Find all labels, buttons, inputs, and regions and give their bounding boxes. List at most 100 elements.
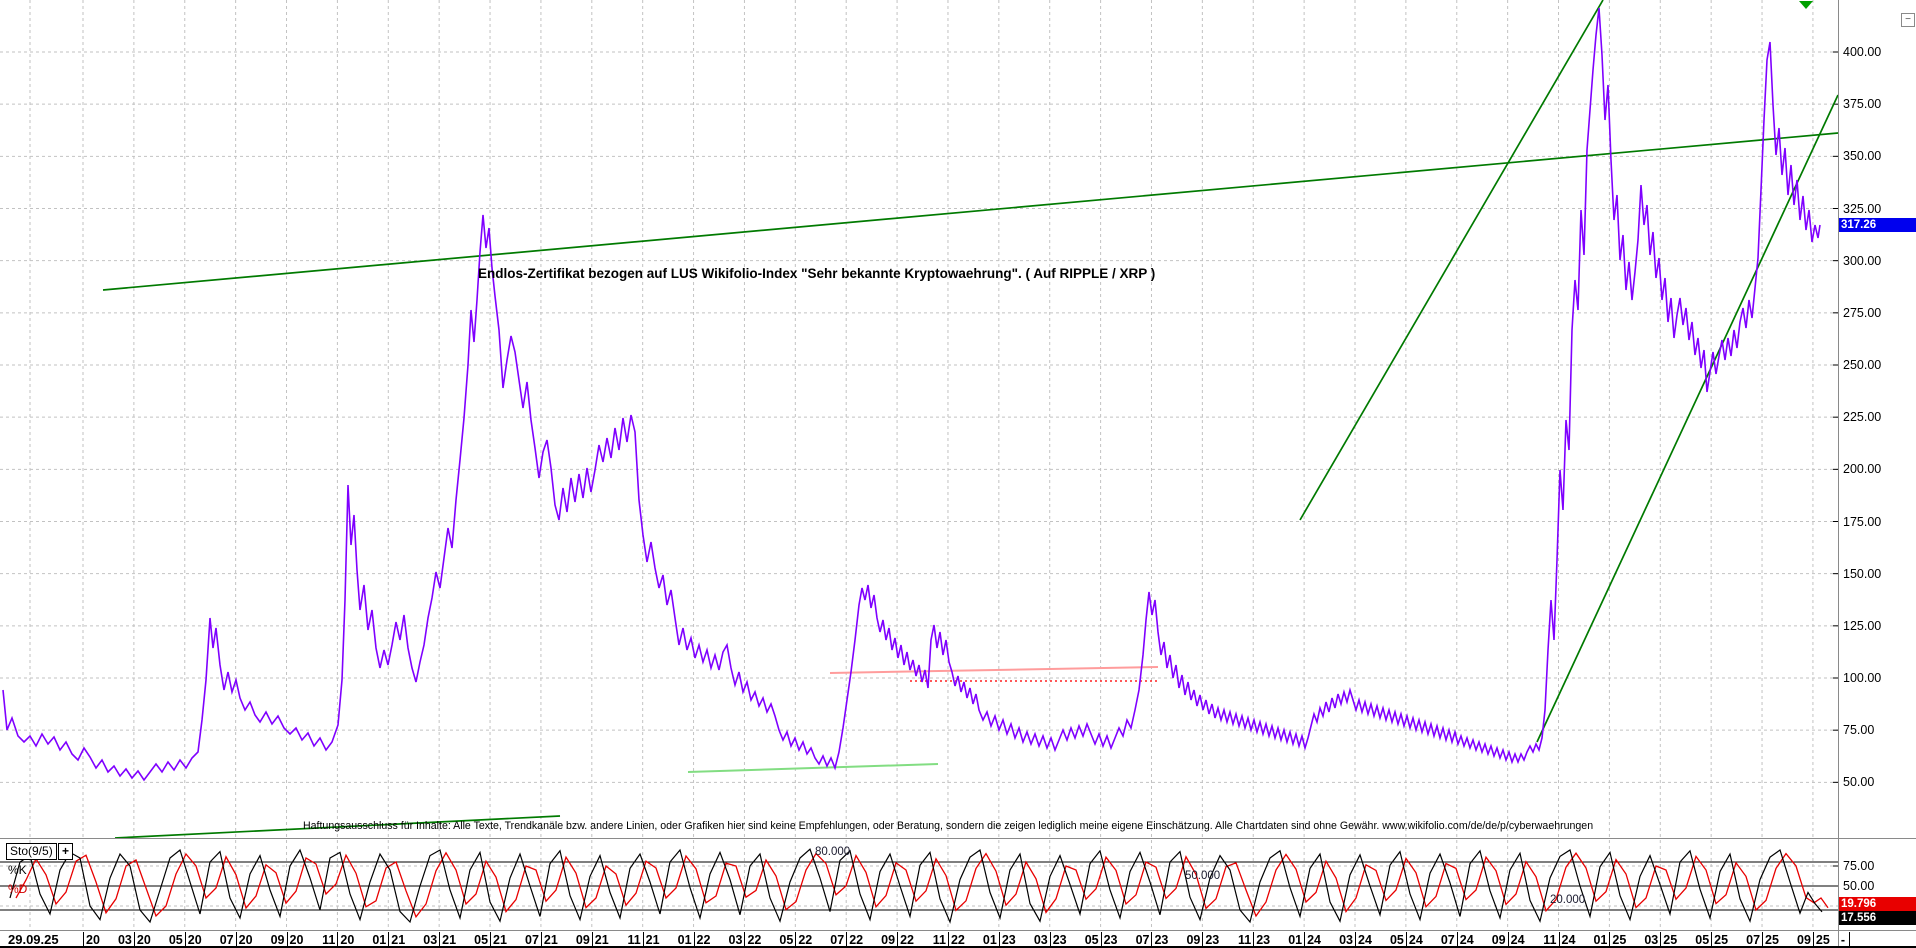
date-tick: [998, 932, 1000, 947]
sto-level-label: 80.000: [815, 846, 851, 858]
date-last-label: -: [1840, 933, 1845, 947]
date-month-label: 11: [1543, 933, 1557, 947]
date-tick: [591, 932, 593, 947]
date-axis-start-label: 29.09.25: [8, 932, 59, 947]
date-tick: [795, 932, 797, 947]
disclaimer-text: Haftungsausschluss für Inhalte: Alle Tex…: [303, 820, 1594, 832]
price-axis-label: 225.00: [1843, 410, 1882, 425]
date-month-label: 05: [1695, 933, 1710, 947]
date-month-label: 07: [1746, 933, 1761, 947]
date-month-label: 09: [1797, 933, 1811, 947]
date-year-label: 21: [594, 933, 609, 947]
panel-divider: [0, 838, 1916, 839]
date-tick: [286, 932, 288, 947]
date-year-label: 25: [1815, 933, 1830, 947]
price-axis-label: 175.00: [1843, 514, 1882, 529]
date-tick: [1253, 932, 1255, 947]
stoch-d-label: %D: [8, 882, 28, 896]
price-axis-label: 125.00: [1843, 618, 1882, 633]
date-tick: [439, 932, 441, 947]
date-month-label: 09: [1491, 933, 1506, 947]
date-month-label: 05: [474, 933, 489, 947]
date-month-label: 03: [117, 933, 132, 947]
minimize-button[interactable]: −: [1901, 13, 1915, 27]
date-tick: [1849, 932, 1850, 947]
date-tick: [1558, 932, 1560, 947]
date-month-label: 11: [1238, 933, 1252, 947]
date-tick: [1711, 932, 1713, 947]
date-month-label: 09: [575, 933, 590, 947]
date-month-label: 07: [1135, 933, 1150, 947]
date-year-label: 24: [1408, 933, 1423, 947]
sto-level-label: 20.000: [1550, 894, 1586, 906]
date-tick: [1202, 932, 1204, 947]
indicator-add-button[interactable]: +: [58, 843, 73, 860]
steep-trendline-peak: [1299, 0, 1604, 521]
date-year-label: 22: [950, 933, 965, 947]
date-tick: [388, 932, 390, 947]
date-year-label: 22: [849, 933, 864, 947]
chart-title: Endlos-Zertifikat bezogen auf LUS Wikifo…: [478, 266, 1156, 281]
date-tick: [83, 932, 84, 947]
date-year-label: 20: [289, 933, 304, 947]
price-axis-label: 375.00: [1843, 97, 1882, 112]
date-tick: [744, 932, 746, 947]
date-year-label: 25: [1663, 933, 1678, 947]
date-tick: [1762, 932, 1764, 947]
date-year-label: 22: [900, 933, 914, 947]
date-tick: [693, 932, 695, 947]
date-tick: [897, 932, 899, 947]
date-year-label: 20: [238, 933, 253, 947]
date-month-label: 07: [525, 933, 539, 947]
date-month-label: 07: [219, 933, 234, 947]
date-year-label: 25: [1765, 933, 1779, 947]
date-tick: [1456, 932, 1458, 947]
indicator-label[interactable]: Sto(9/5): [6, 843, 57, 860]
price-axis-label: 250.00: [1843, 358, 1882, 372]
price-axis-label: 400.00: [1843, 45, 1882, 59]
date-year-label: 23: [1154, 933, 1169, 947]
date-tick: [133, 932, 135, 947]
upper-channel-trendline: [102, 132, 1839, 291]
date-month-label: 09: [881, 933, 896, 947]
date-tick: [490, 932, 492, 947]
date-month-label: 05: [168, 933, 183, 947]
date-tick: [1812, 932, 1814, 947]
price-axis-label: 100.00: [1843, 671, 1882, 685]
date-year-label: 20: [340, 933, 355, 947]
date-tick: [235, 932, 237, 947]
sto-axis-label: 75.00: [1843, 859, 1875, 873]
support-segment-pale: [687, 763, 939, 773]
date-month-label: 11: [627, 933, 641, 947]
date-year-label: 22: [798, 933, 813, 947]
right-axis-line: [1838, 0, 1839, 948]
date-month-label: 03: [423, 933, 438, 947]
price-axis-label: 300.00: [1843, 253, 1882, 268]
date-year-label: 23: [1205, 933, 1220, 947]
date-year-label: 21: [543, 933, 558, 947]
date-month-label: 09: [1186, 933, 1201, 947]
lower-trendline: [114, 815, 561, 839]
date-year-label: 24: [1459, 933, 1474, 947]
price-axis-label: 50.00: [1843, 775, 1875, 790]
price-axis-label: 75.00: [1843, 723, 1875, 738]
date-year-label: 25: [1612, 933, 1627, 947]
date-month-label: 03: [1339, 933, 1353, 947]
date-month-label: 07: [1440, 933, 1455, 947]
date-year-label: 20: [187, 933, 202, 947]
date-year-label: 22: [747, 933, 762, 947]
price-axis-label: 275.00: [1843, 305, 1882, 320]
date-month-label: 11: [322, 933, 336, 947]
date-year-label: 21: [442, 933, 457, 947]
date-month-label: 01: [677, 933, 692, 947]
price-series: [2, 7, 1821, 782]
date-year-label: 25: [1714, 933, 1729, 947]
date-axis-divider: [0, 930, 1916, 931]
date-month-label: 05: [1389, 933, 1404, 947]
date-month-label: 01: [372, 933, 387, 947]
date-tick: [947, 932, 949, 947]
date-year-label: 21: [645, 933, 660, 947]
date-tick: [1100, 932, 1102, 947]
